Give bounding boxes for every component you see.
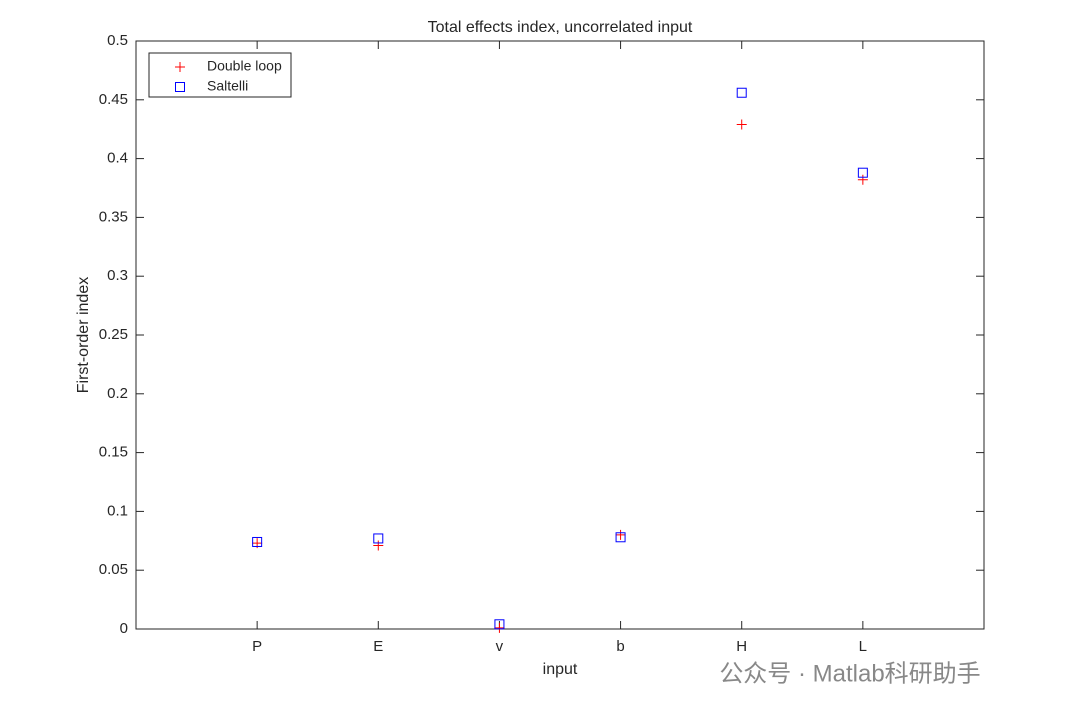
watermark: 公众号 · Matlab科研助手 bbox=[719, 660, 980, 687]
x-tick-label: H bbox=[736, 638, 747, 655]
chart-title: Total effects index, uncorrelated input bbox=[428, 19, 693, 36]
y-tick-label: 0.05 bbox=[99, 561, 128, 578]
y-tick-label: 0.15 bbox=[99, 444, 128, 461]
x-tick-label: L bbox=[859, 638, 867, 655]
y-axis-label: First-order index bbox=[75, 277, 92, 393]
y-tick-label: 0 bbox=[120, 620, 128, 637]
point bbox=[494, 619, 505, 630]
y-tick-label: 0.4 bbox=[107, 150, 128, 167]
point bbox=[615, 529, 626, 540]
y-tick-label: 0.45 bbox=[99, 91, 128, 108]
point bbox=[857, 174, 868, 185]
plot-frame bbox=[135, 40, 985, 630]
y-tick-label: 0.2 bbox=[107, 385, 128, 402]
point bbox=[736, 87, 747, 98]
x-tick-label: b bbox=[616, 638, 624, 655]
point bbox=[857, 167, 868, 178]
point bbox=[252, 536, 263, 547]
y-tick-label: 0.25 bbox=[99, 326, 128, 343]
y-tick-label: 0.3 bbox=[107, 267, 128, 284]
point bbox=[373, 540, 384, 551]
point bbox=[615, 532, 626, 543]
x-tick-label: E bbox=[373, 638, 383, 655]
y-tick-label: 0.5 bbox=[107, 32, 128, 49]
legend-label: Double loop bbox=[207, 58, 282, 74]
legend-label: Saltelli bbox=[207, 78, 248, 94]
x-axis-label: input bbox=[543, 661, 578, 678]
point bbox=[494, 622, 505, 633]
legend-marker bbox=[175, 62, 185, 72]
point bbox=[736, 119, 747, 130]
x-tick-label: P bbox=[252, 638, 262, 655]
legend-box bbox=[148, 52, 292, 98]
y-tick-label: 0.35 bbox=[99, 208, 128, 225]
legend-marker bbox=[175, 82, 185, 92]
y-tick-label: 0.1 bbox=[107, 502, 128, 519]
x-tick-label: v bbox=[496, 638, 504, 655]
point bbox=[373, 533, 384, 544]
